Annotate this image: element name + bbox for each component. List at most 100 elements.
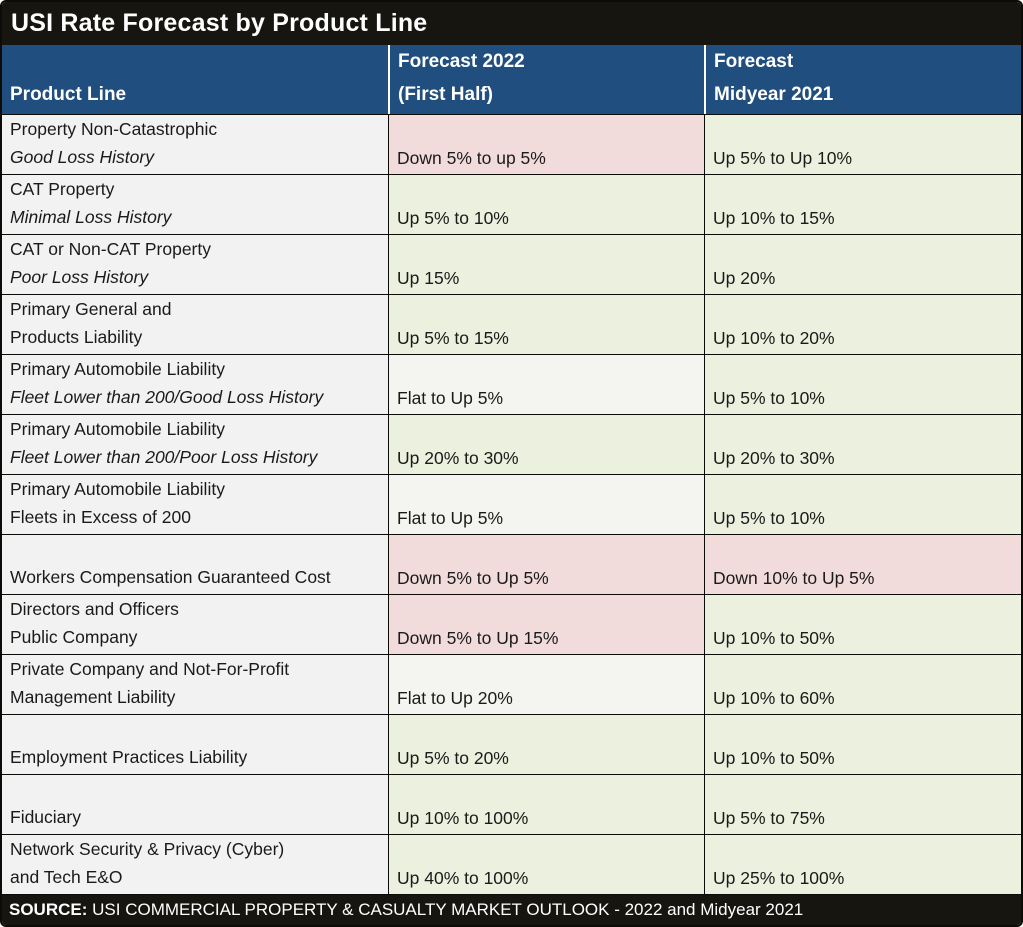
product-line-text: Products Liability (10, 327, 143, 347)
forecast-2022-value: Down 5% to Up 5% (397, 568, 549, 588)
forecast-2022-cell: Down 5% to Up 15% (388, 595, 704, 654)
table-row: Primary General and Products Liability Up… (2, 295, 1021, 355)
forecast-midyear-2021-cell: Up 20% (704, 235, 1021, 294)
product-line-text: Workers Compensation Guaranteed Cost (10, 567, 331, 587)
forecast-midyear-2021-value: Up 25% to 100% (713, 868, 845, 888)
forecast-midyear-2021-cell: Up 10% to 20% (704, 295, 1021, 354)
forecast-2022-cell: Up 40% to 100% (388, 835, 704, 894)
product-line-text: Employment Practices Liability (10, 747, 248, 767)
forecast-midyear-2021-cell: Down 10% to Up 5% (704, 535, 1021, 594)
forecast-2022-value: Flat to Up 20% (397, 688, 513, 708)
forecast-2022-cell: Up 5% to 15% (388, 295, 704, 354)
product-line-text: Public Company (10, 627, 138, 647)
forecast-2022-value: Up 5% to 20% (397, 748, 509, 768)
header-forecast-2022-line1: Forecast 2022 (398, 51, 525, 72)
forecast-midyear-2021-value: Up 10% to 50% (713, 628, 835, 648)
product-line-text: Good Loss History (10, 147, 154, 167)
forecast-midyear-2021-value: Up 5% to 10% (713, 508, 825, 528)
forecast-midyear-2021-cell: Up 20% to 30% (704, 415, 1021, 474)
product-cell: Private Company and Not-For-Profit Manage… (2, 655, 388, 714)
forecast-midyear-2021-cell: Up 10% to 50% (704, 715, 1021, 774)
product-line-text: Directors and Officers (10, 599, 179, 619)
product-cell: Employment Practices Liability (2, 715, 388, 774)
forecast-2022-cell: Up 5% to 20% (388, 715, 704, 774)
product-cell: Directors and Officers Public Company (2, 595, 388, 654)
product-cell: Primary Automobile Liability Fleet Lower … (2, 415, 388, 474)
header-forecast-midyear-2021: Forecast Midyear 2021 (704, 45, 1021, 114)
table-row: Private Company and Not-For-Profit Manage… (2, 655, 1021, 715)
product-cell: Property Non-Catastrophic Good Loss Histo… (2, 115, 388, 174)
header-forecast-2022-line2: (First Half) (398, 84, 493, 105)
header-forecast-midyear-2021-line1: Forecast (714, 51, 794, 72)
product-line-text: Private Company and Not-For-Profit (10, 659, 290, 679)
table-row: CAT Property Minimal Loss History Up 5% t… (2, 175, 1021, 235)
forecast-midyear-2021-value: Up 10% to 50% (713, 748, 835, 768)
product-line-text: and Tech E&O (10, 867, 123, 887)
product-cell: Primary Automobile Liability Fleet Lower … (2, 355, 388, 414)
forecast-midyear-2021-value: Down 10% to Up 5% (713, 568, 875, 588)
table-row: Employment Practices Liability Up 5% to … (2, 715, 1021, 775)
product-cell: CAT Property Minimal Loss History (2, 175, 388, 234)
forecast-2022-cell: Up 15% (388, 235, 704, 294)
product-cell: Primary Automobile Liability Fleets in Ex… (2, 475, 388, 534)
forecast-2022-value: Flat to Up 5% (397, 508, 504, 528)
table-body: Property Non-Catastrophic Good Loss Histo… (2, 115, 1021, 895)
forecast-2022-value: Up 40% to 100% (397, 868, 529, 888)
forecast-2022-cell: Flat to Up 5% (388, 355, 704, 414)
forecast-midyear-2021-cell: Up 5% to Up 10% (704, 115, 1021, 174)
forecast-midyear-2021-value: Up 10% to 15% (713, 208, 835, 228)
table-row: Primary Automobile Liability Fleet Lower … (2, 355, 1021, 415)
forecast-2022-cell: Up 10% to 100% (388, 775, 704, 834)
table-row: Property Non-Catastrophic Good Loss Histo… (2, 115, 1021, 175)
product-cell: Network Security & Privacy (Cyber) and Te… (2, 835, 388, 894)
forecast-2022-value: Up 15% (397, 268, 460, 288)
forecast-midyear-2021-value: Up 20% (713, 268, 776, 288)
forecast-midyear-2021-cell: Up 10% to 15% (704, 175, 1021, 234)
product-cell: Workers Compensation Guaranteed Cost (2, 535, 388, 594)
header-product-line-label: Product Line (10, 84, 127, 105)
product-cell: Primary General and Products Liability (2, 295, 388, 354)
forecast-2022-cell: Down 5% to up 5% (388, 115, 704, 174)
forecast-midyear-2021-cell: Up 25% to 100% (704, 835, 1021, 894)
forecast-2022-cell: Up 5% to 10% (388, 175, 704, 234)
forecast-2022-cell: Up 20% to 30% (388, 415, 704, 474)
forecast-2022-value: Up 5% to 15% (397, 328, 509, 348)
forecast-midyear-2021-cell: Up 5% to 10% (704, 475, 1021, 534)
product-line-text: CAT or Non-CAT Property (10, 239, 211, 259)
table-row: CAT or Non-CAT Property Poor Loss History… (2, 235, 1021, 295)
product-line-text: Network Security & Privacy (Cyber) (10, 839, 285, 859)
table-row: Primary Automobile Liability Fleets in Ex… (2, 475, 1021, 535)
product-line-text: Fleets in Excess of 200 (10, 507, 191, 527)
forecast-midyear-2021-value: Up 10% to 20% (713, 328, 835, 348)
forecast-midyear-2021-cell: Up 5% to 10% (704, 355, 1021, 414)
table-row: Fiduciary Up 10% to 100% Up 5% to 75% (2, 775, 1021, 835)
product-line-text: Property Non-Catastrophic (10, 119, 218, 139)
product-line-text: Management Liability (10, 687, 176, 707)
forecast-2022-value: Up 20% to 30% (397, 448, 519, 468)
forecast-midyear-2021-cell: Up 10% to 50% (704, 595, 1021, 654)
source-bar: SOURCE: USI COMMERCIAL PROPERTY & CASUAL… (2, 895, 1021, 925)
table-header-row: Product Line Forecast 2022 (First Half) … (2, 45, 1021, 115)
forecast-2022-value: Flat to Up 5% (397, 388, 504, 408)
product-cell: CAT or Non-CAT Property Poor Loss History (2, 235, 388, 294)
product-line-text: Poor Loss History (10, 267, 149, 287)
product-line-text: Primary Automobile Liability (10, 359, 225, 379)
table-row: Directors and Officers Public Company Dow… (2, 595, 1021, 655)
product-line-text: Minimal Loss History (10, 207, 172, 227)
forecast-2022-cell: Flat to Up 20% (388, 655, 704, 714)
header-product-line: Product Line (2, 45, 388, 114)
product-line-text: Fleet Lower than 200/Good Loss History (10, 387, 324, 407)
forecast-2022-value: Down 5% to up 5% (397, 148, 546, 168)
header-forecast-2022: Forecast 2022 (First Half) (388, 45, 704, 114)
forecast-midyear-2021-value: Up 5% to Up 10% (713, 148, 853, 168)
product-line-text: Fleet Lower than 200/Poor Loss History (10, 447, 318, 467)
product-cell: Fiduciary (2, 775, 388, 834)
product-line-text: Primary Automobile Liability (10, 419, 225, 439)
source-text: USI COMMERCIAL PROPERTY & CASUALTY MARKE… (87, 900, 804, 919)
forecast-2022-cell: Flat to Up 5% (388, 475, 704, 534)
forecast-midyear-2021-value: Up 20% to 30% (713, 448, 835, 468)
table-row: Network Security & Privacy (Cyber) and Te… (2, 835, 1021, 895)
product-line-text: Primary Automobile Liability (10, 479, 225, 499)
product-line-text: Primary General and (10, 299, 172, 319)
